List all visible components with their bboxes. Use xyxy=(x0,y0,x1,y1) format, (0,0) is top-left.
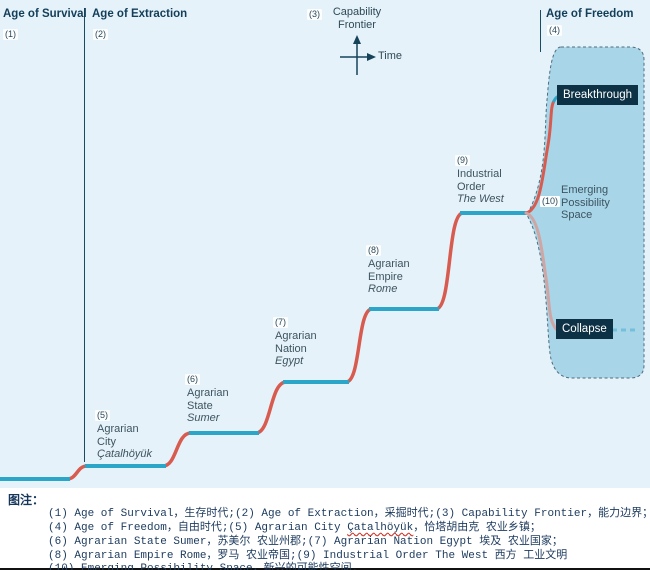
step-line: Space xyxy=(561,209,593,221)
capability-frontier-line1: Capability xyxy=(332,6,382,18)
step-label-catalhoyuk: Agrarian City Çatalhöyük xyxy=(97,423,152,461)
marker-4: (4) xyxy=(547,25,562,36)
step-line: Possibility xyxy=(561,196,610,209)
possibility-space-region xyxy=(526,46,645,379)
step-line-italic: Egypt xyxy=(275,355,304,367)
step-label-rome: Agrarian Empire Rome xyxy=(368,258,410,296)
breakthrough-badge: Breakthrough xyxy=(557,85,639,105)
step-line: Agrarian xyxy=(275,330,317,342)
step-line: Emerging xyxy=(561,184,609,196)
capability-frontier-diagram: Age of Survival (1) Age of Extraction (2… xyxy=(0,0,650,488)
capability-frontier-line2: Frontier xyxy=(338,18,376,31)
curve-flat-segments xyxy=(0,211,527,481)
caption-line-2: (4) Age of Freedom，自由时代;(5) Agrarian Cit… xyxy=(48,518,541,534)
possibility-space-label: Emerging Possibility Space xyxy=(561,184,610,222)
caption-line-2-pre: (4) Age of Freedom，自由时代;(5) Agrarian Cit… xyxy=(48,522,348,534)
marker-9: (9) xyxy=(455,155,470,166)
step-line: Agrarian xyxy=(368,258,410,270)
step-line: State xyxy=(187,399,213,412)
marker-3: (3) xyxy=(307,9,322,20)
curve-rise-segments xyxy=(65,211,465,481)
step-line-italic: Rome xyxy=(368,283,398,295)
caption-line-4: (8) Agrarian Empire Rome，罗马 农业帝国;(9) Ind… xyxy=(48,550,568,562)
caption-line-3: (6) Agrarian State Sumer，苏美尔 农业州郡;(7) Ag… xyxy=(48,536,563,548)
marker-5: (5) xyxy=(95,410,110,421)
caption-line-5: (10) Emerging Possibility Space，新兴的可能性空间… xyxy=(48,563,359,570)
step-label-sumer: Agrarian State Sumer xyxy=(187,387,229,425)
step-line-italic: Sumer xyxy=(187,412,220,424)
marker-8: (8) xyxy=(366,245,381,256)
step-line-italic: Çatalhöyük xyxy=(97,448,153,460)
collapse-curve xyxy=(524,211,558,331)
zone-title-survival: Age of Survival xyxy=(3,8,87,20)
step-line: Empire xyxy=(368,270,403,283)
step-label-egypt: Agrarian Nation Egypt xyxy=(275,330,317,368)
step-line-italic: The West xyxy=(457,193,504,205)
marker-7: (7) xyxy=(273,317,288,328)
step-line: Agrarian xyxy=(187,387,229,399)
step-line: Agrarian xyxy=(97,423,139,435)
caption-line-2-post: ，恰塔胡由克 农业乡镇； xyxy=(413,522,541,534)
figure-caption: 图注： (1) Age of Survival，生存时代;(2) Age of … xyxy=(0,488,650,570)
step-line: Industrial xyxy=(457,168,502,180)
step-line: Order xyxy=(457,180,486,193)
axis-cross-icon xyxy=(340,35,376,75)
step-label-the-west: Industrial Order The West xyxy=(457,168,504,206)
capability-frontier-label: Capability Frontier xyxy=(325,6,389,31)
caption-line-1: (1) Age of Survival，生存时代;(2) Age of Extr… xyxy=(48,508,650,520)
breakthrough-curve xyxy=(524,99,556,215)
collapse-badge: Collapse xyxy=(556,319,613,339)
time-axis-label: Time xyxy=(378,50,403,62)
step-line: City xyxy=(97,435,116,448)
zone-title-freedom: Age of Freedom xyxy=(546,8,634,20)
marker-6: (6) xyxy=(185,374,200,385)
diagram-canvas xyxy=(0,8,645,481)
caption-heading: 图注： xyxy=(8,493,45,507)
caption-line-2-misspelled-word: Çatalhöyük xyxy=(347,522,414,534)
marker-10: (10) xyxy=(540,196,561,207)
zone-title-extraction: Age of Extraction xyxy=(92,8,188,20)
marker-1: (1) xyxy=(3,29,18,40)
step-line: Nation xyxy=(275,342,307,355)
marker-2: (2) xyxy=(93,29,108,40)
